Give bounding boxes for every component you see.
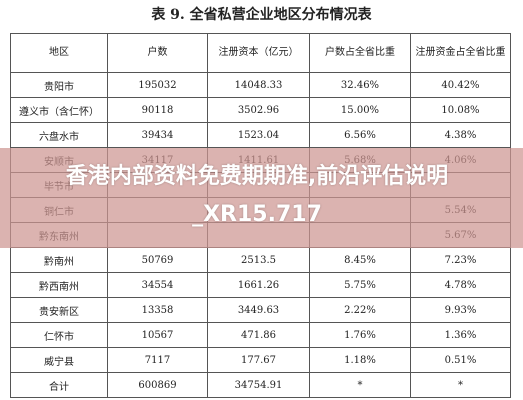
table-cell: 1.18% [309,347,411,373]
table-cell: 195032 [107,72,208,98]
table-cell: 32.46% [309,72,411,98]
table-cell: 14048.33 [207,72,310,98]
table-cell: 39434 [107,122,208,148]
table-cell: 4.38% [410,122,511,148]
table-cell: 7117 [107,347,208,373]
table-cell: 六盘水市 [10,122,108,148]
table-row: 黔南州 50769 2513.5 8.45% 7.23% [10,247,511,273]
table-row: 遵义市（含仁怀） 90118 3502.96 15.00% 10.08% [10,97,511,123]
header-cell: 注册资本（亿元） [207,33,310,73]
table-cell: 贵安新区 [10,297,108,323]
header-cell: 户数 [107,33,208,73]
table-cell: 600869 [107,372,208,398]
table-cell: 10.08% [410,97,511,123]
table-cell: 177.67 [207,347,310,373]
table-row: 贵安新区 13358 3449.63 2.22% 9.93% [10,297,511,323]
table-cell: 2513.5 [207,247,310,273]
table-cell: 90118 [107,97,208,123]
table-cell: 仁怀市 [10,322,108,348]
table-cell: 13358 [107,297,208,323]
header-cell: 户数占全省比重 [309,33,411,73]
table-cell: 威宁县 [10,347,108,373]
table-cell: 1.36% [410,322,511,348]
table-cell: 2.22% [309,297,411,323]
header-cell: 注册资金占全省比重 [410,33,511,73]
table-cell: 7.23% [410,247,511,273]
table-cell: 34754.91 [207,372,310,398]
header-cell: 地区 [10,33,108,73]
table-row: 贵阳市 195032 14048.33 32.46% 40.42% [10,72,511,98]
table-row: 黔西南州 34554 1661.26 5.75% 4.78% [10,272,511,298]
table-cell: * [410,372,511,398]
table-cell: 6.56% [309,122,411,148]
table-cell: 3502.96 [207,97,310,123]
header-row: 地区 户数 注册资本（亿元） 户数占全省比重 注册资金占全省比重 [10,33,511,73]
table-row: 威宁县 7117 177.67 1.18% 0.51% [10,347,511,373]
table-cell: 471.86 [207,322,310,348]
banner-text: 香港内部资料免费期期准,前沿评估说明_XR15.717 [65,164,449,227]
overlay-banner: 香港内部资料免费期期准,前沿评估说明_XR15.717 [0,148,523,248]
table-cell: 黔南州 [10,247,108,273]
table-cell: 8.45% [309,247,411,273]
table-title: 表 9. 全省私营企业地区分布情况表 [151,7,372,23]
table-cell: 贵阳市 [10,72,108,98]
table-cell: 1661.26 [207,272,310,298]
table-cell: 5.75% [309,272,411,298]
table-cell: 34554 [107,272,208,298]
table-cell: 1523.04 [207,122,310,148]
table-cell: 1.76% [309,322,411,348]
table-cell: 合计 [10,372,108,398]
table-row: 合计 600869 34754.91 * * [10,372,511,398]
table-row: 仁怀市 10567 471.86 1.76% 1.36% [10,322,511,348]
table-cell: 15.00% [309,97,411,123]
table-cell: 黔西南州 [10,272,108,298]
table-cell: 40.42% [410,72,511,98]
table-cell: 9.93% [410,297,511,323]
table-cell: * [309,372,411,398]
table-cell: 遵义市（含仁怀） [10,97,108,123]
table-cell: 0.51% [410,347,511,373]
table-cell: 3449.63 [207,297,310,323]
table-row: 六盘水市 39434 1523.04 6.56% 4.38% [10,122,511,148]
table-cell: 10567 [107,322,208,348]
table-cell: 4.78% [410,272,511,298]
table-cell: 50769 [107,247,208,273]
